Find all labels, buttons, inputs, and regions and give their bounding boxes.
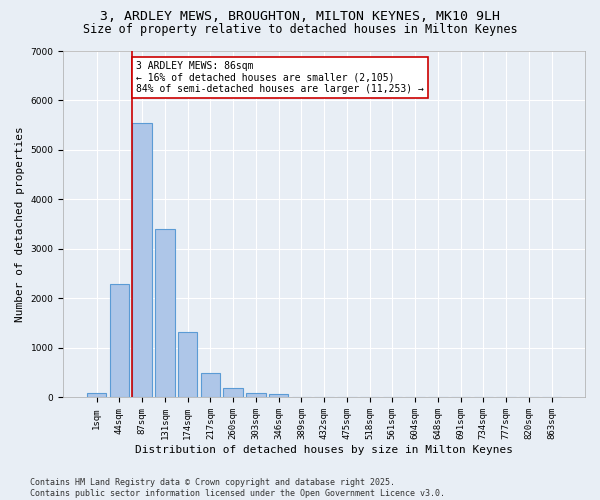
Bar (178, 332, 197, 398)
Text: Contains HM Land Registry data © Crown copyright and database right 2025.
Contai: Contains HM Land Registry data © Crown c… (30, 478, 445, 498)
Bar (133, 123, 152, 398)
X-axis label: Distribution of detached houses by size in Milton Keynes: Distribution of detached houses by size … (135, 445, 513, 455)
Text: Size of property relative to detached houses in Milton Keynes: Size of property relative to detached ho… (83, 22, 517, 36)
Text: 3 ARDLEY MEWS: 86sqm
← 16% of detached houses are smaller (2,105)
84% of semi-de: 3 ARDLEY MEWS: 86sqm ← 16% of detached h… (136, 61, 424, 94)
Bar (223, 388, 243, 398)
Bar (269, 394, 289, 398)
Y-axis label: Number of detached properties: Number of detached properties (15, 126, 25, 322)
Bar (201, 372, 220, 398)
Bar (87, 392, 106, 398)
Bar (110, 284, 129, 398)
Bar (155, 229, 175, 398)
Bar (246, 392, 266, 398)
Text: 3, ARDLEY MEWS, BROUGHTON, MILTON KEYNES, MK10 9LH: 3, ARDLEY MEWS, BROUGHTON, MILTON KEYNES… (100, 10, 500, 23)
